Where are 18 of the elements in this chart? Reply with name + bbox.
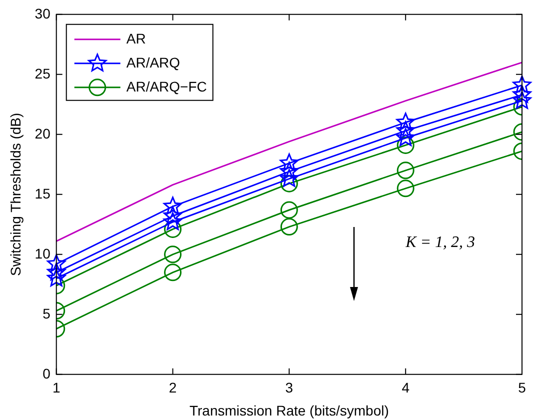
x-axis-title: Transmission Rate (bits/symbol) <box>189 402 389 418</box>
x-tick-label: 5 <box>518 380 526 396</box>
x-tick-label: 3 <box>285 380 294 396</box>
legend-label: AR/ARQ <box>126 54 180 70</box>
y-tick-label: 5 <box>42 305 51 322</box>
x-tick-label: 1 <box>52 380 60 396</box>
x-tick-label: 2 <box>168 380 177 396</box>
annotation: K = 1, 2, 3 <box>406 234 476 252</box>
y-axis-title: Switching Thresholds (dB) <box>7 112 24 276</box>
y-tick-label: 25 <box>34 65 51 82</box>
y-tick-label: 15 <box>34 185 51 202</box>
y-tick-label: 30 <box>34 5 51 22</box>
legend-label: AR <box>126 30 146 46</box>
legend-label: AR/ARQ−FC <box>126 78 207 94</box>
y-tick-label: 10 <box>34 245 51 262</box>
y-tick-label: 0 <box>42 365 51 382</box>
y-tick-label: 20 <box>34 125 51 142</box>
x-tick-label: 4 <box>402 380 410 396</box>
